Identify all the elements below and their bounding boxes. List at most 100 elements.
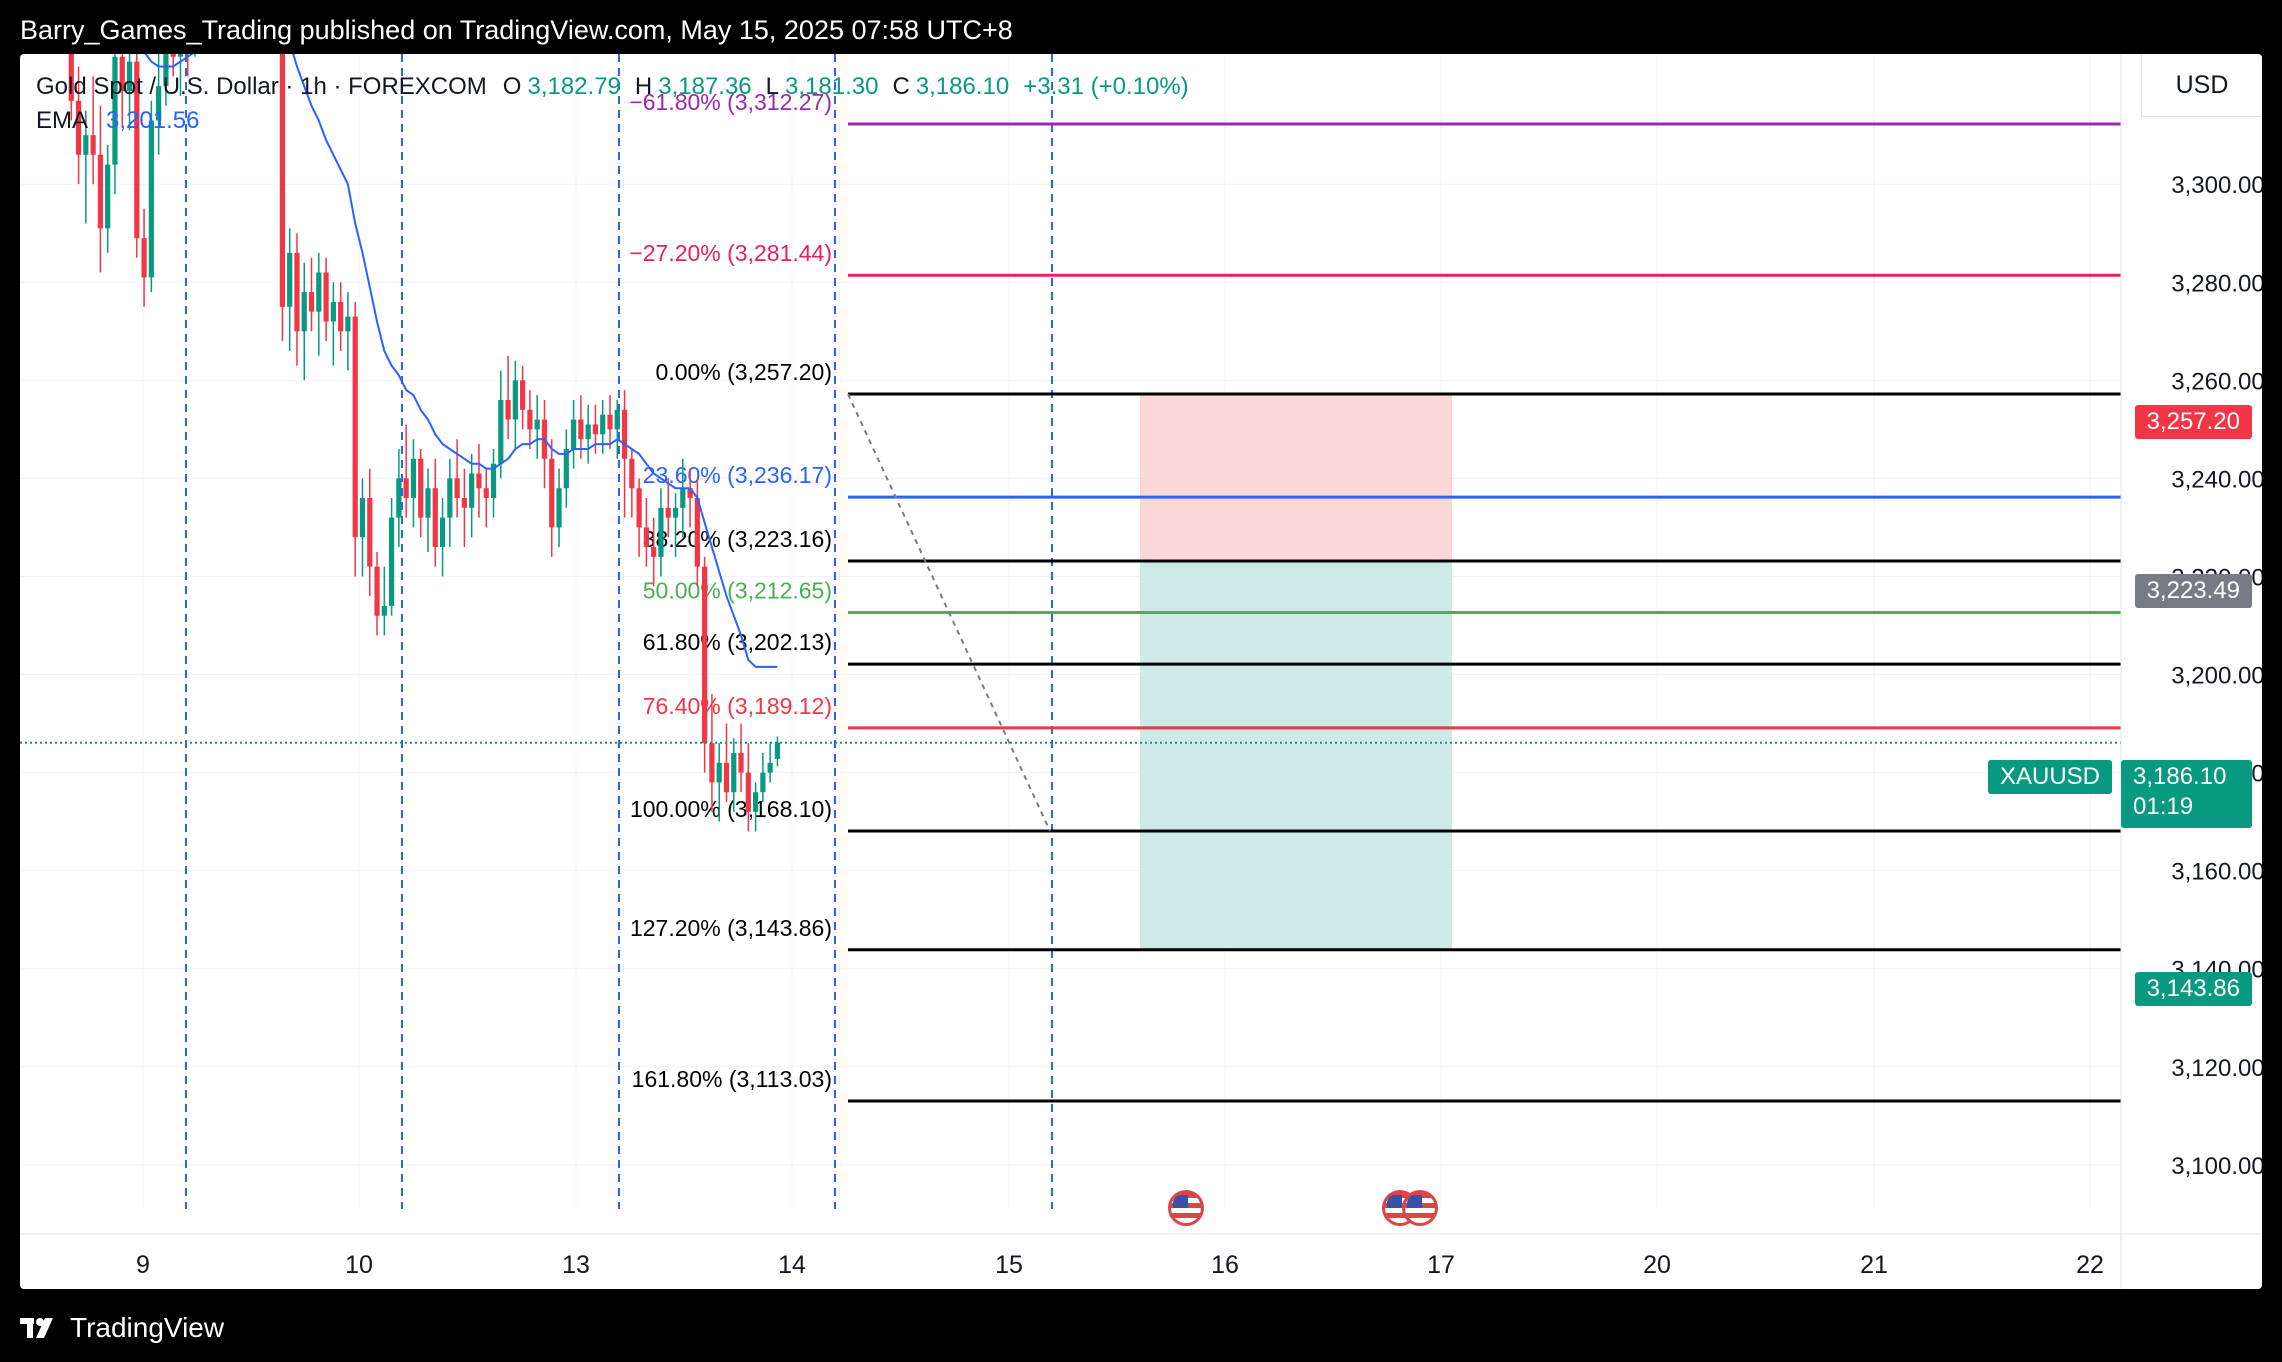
high-label: H: [634, 73, 653, 100]
candle-body: [702, 566, 708, 744]
candle-body: [345, 316, 351, 332]
symbol-legend: Gold Spot / U.S. Dollar · 1h · FOREXCOM …: [36, 70, 1189, 138]
price-tick-label: 3,240.00: [2171, 466, 2262, 493]
fib-level-label: 61.80% (3,202.13): [643, 629, 832, 655]
chart-panel[interactable]: −61.80% (3,312.27) −27.20% (3,281.44) 0.00…: [20, 54, 2262, 1289]
candle-body: [563, 448, 569, 489]
grid: [20, 54, 2121, 1209]
candle-body: [68, 54, 74, 101]
time-tick-label: 13: [562, 1251, 590, 1279]
candle-body: [170, 54, 176, 57]
time-tick-label: 22: [2076, 1251, 2104, 1279]
candle-body: [134, 61, 140, 239]
candle-body: [476, 473, 482, 489]
close-value: 3,186.10: [915, 73, 1010, 100]
candle-body: [607, 414, 613, 430]
fib-level-label: −61.80% (3,312.27): [629, 89, 832, 115]
us-flag-event-icon[interactable]: [1402, 1190, 1438, 1226]
candle-body: [338, 301, 344, 332]
candle-body: [716, 762, 722, 783]
countdown: 01:19: [2133, 793, 2194, 820]
candle-body: [279, 54, 285, 307]
candle-body: [709, 743, 715, 783]
candle-body: [396, 478, 402, 518]
candle-body: [75, 100, 82, 155]
time-tick-label: 15: [995, 1251, 1023, 1279]
candle-body: [119, 56, 125, 92]
last-price-value: 3,186.10: [2133, 763, 2227, 790]
candle-body: [323, 272, 329, 322]
candle-body: [665, 507, 671, 518]
candle-body: [141, 238, 147, 278]
candle-body: [97, 154, 103, 229]
time-tick-label: 16: [1211, 1251, 1239, 1279]
time-tick-label: 9: [136, 1251, 150, 1279]
candle-body: [352, 316, 358, 538]
change-value: +3.31 (+0.10%): [1023, 73, 1189, 100]
candle-body: [512, 380, 518, 420]
last-price-tag: 3,186.10 01:19: [2121, 760, 2252, 828]
time-tick-label: 14: [778, 1251, 806, 1279]
candle-body: [301, 292, 307, 332]
candle-body: [767, 762, 773, 773]
fib-level-label: 0.00% (3,257.20): [656, 359, 832, 385]
candle-body: [680, 488, 686, 508]
price-tick-label: 3,100.00: [2171, 1153, 2262, 1180]
ema-value: 3,201.56: [106, 107, 200, 134]
time-tick-label: 17: [1427, 1251, 1455, 1279]
candle-body: [614, 409, 620, 430]
candle-body: [126, 61, 133, 92]
time-tick-label: 20: [1643, 1251, 1671, 1279]
candle-body: [454, 478, 460, 499]
time-tick-label: 10: [345, 1251, 373, 1279]
price-tick-label: 3,260.00: [2171, 368, 2262, 395]
us-flag-event-icon[interactable]: [1168, 1190, 1204, 1226]
candle-body: [410, 458, 417, 499]
candle-body: [694, 498, 700, 567]
candle-body: [636, 488, 642, 528]
candle-body: [439, 517, 446, 548]
ema-label[interactable]: EMA: [36, 107, 89, 134]
candle-body: [287, 252, 293, 307]
candle-body: [374, 566, 380, 616]
candle-body: [163, 54, 169, 87]
candle-body: [367, 498, 373, 567]
candle-body: [177, 54, 184, 57]
time-axis-labels: 9 10 13 14 15 16 17 20 21 22: [136, 1251, 2104, 1279]
price-chart[interactable]: −61.80% (3,312.27) −27.20% (3,281.44) 0.00…: [20, 54, 2262, 1289]
low-value: 3,181.30: [785, 73, 879, 100]
fibonacci-extension: −61.80% (3,312.27) −27.20% (3,281.44) 0.00…: [629, 89, 2121, 1103]
candle-body: [381, 605, 387, 616]
candle-body: [774, 742, 781, 759]
entry-price-tag: 3,223.49: [2134, 574, 2252, 608]
candle-body: [308, 292, 315, 312]
candle-body: [578, 419, 584, 440]
ema-line: [144, 54, 778, 668]
candle-body: [534, 419, 540, 430]
candle-body: [83, 135, 89, 155]
currency-button[interactable]: USD: [2141, 54, 2262, 117]
candle-body: [498, 399, 504, 464]
candle-body: [483, 488, 489, 499]
candle-body: [687, 488, 693, 499]
candle-body: [731, 752, 737, 793]
open-label: O: [502, 73, 522, 100]
brand-name[interactable]: TradingView: [70, 1312, 225, 1343]
candle-body: [585, 424, 591, 440]
fib-anchor-line: [847, 393, 1051, 832]
candle-body: [432, 488, 438, 548]
tradingview-logo-icon: [20, 1318, 53, 1338]
candle-body: [425, 488, 431, 518]
candle-body: [389, 517, 395, 606]
fib-level-label: −27.20% (3,281.44): [629, 240, 832, 266]
candle-body: [643, 527, 649, 548]
stop-loss-zone: [1140, 394, 1452, 560]
high-value: 3,187.36: [658, 73, 752, 100]
target-price-tag: 3,143.86: [2134, 972, 2252, 1006]
publish-header: Barry_Games_Trading published on Trading…: [0, 0, 2282, 54]
candle-body: [745, 772, 751, 812]
candle-body: [418, 458, 424, 518]
symbol-name[interactable]: Gold Spot / U.S. Dollar · 1h · FOREXCOM: [36, 73, 487, 100]
candle-body: [600, 414, 606, 435]
close-label: C: [892, 73, 910, 100]
